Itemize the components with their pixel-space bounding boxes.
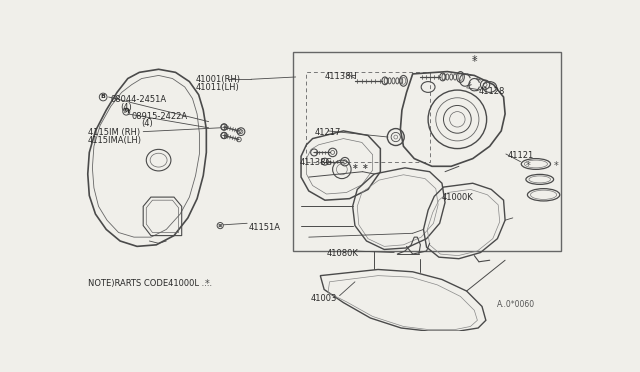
Text: 4115IM (RH): 4115IM (RH): [88, 128, 140, 137]
Text: 41217: 41217: [314, 128, 340, 137]
Text: A..0*0060: A..0*0060: [497, 300, 536, 309]
Text: 41138G: 41138G: [300, 158, 333, 167]
Text: 41080K: 41080K: [326, 250, 358, 259]
Text: *: *: [205, 279, 209, 289]
Text: M: M: [124, 109, 129, 114]
Text: (4): (4): [141, 119, 154, 128]
Text: 41003: 41003: [311, 294, 337, 303]
Bar: [307, 71, 431, 162]
Text: 41151A: 41151A: [249, 223, 281, 232]
Bar: [293, 52, 561, 251]
Text: 41128: 41128: [478, 87, 504, 96]
Circle shape: [221, 132, 227, 139]
Text: 41001(RH): 41001(RH): [196, 76, 241, 84]
Text: *: *: [472, 55, 477, 65]
Text: 08915-2422A: 08915-2422A: [132, 112, 188, 121]
Text: *: *: [353, 164, 357, 174]
Text: B: B: [100, 94, 106, 99]
Text: 4115IMA(LH): 4115IMA(LH): [88, 135, 142, 144]
Text: *: *: [526, 161, 531, 171]
Text: 08044-2451A: 08044-2451A: [111, 96, 167, 105]
Text: *: *: [554, 161, 558, 171]
Text: 41011(LH): 41011(LH): [196, 83, 239, 92]
Text: *: *: [363, 164, 367, 174]
Text: *: *: [353, 164, 357, 174]
Text: *: *: [363, 164, 367, 174]
Text: 41000K: 41000K: [442, 193, 474, 202]
Text: (4): (4): [120, 103, 132, 112]
Text: NOTE)RARTS CODE41000L ....: NOTE)RARTS CODE41000L ....: [88, 279, 214, 288]
Circle shape: [221, 124, 227, 130]
Text: *: *: [472, 57, 477, 67]
Text: 41138H: 41138H: [324, 73, 357, 81]
Text: 41121: 41121: [508, 151, 534, 160]
